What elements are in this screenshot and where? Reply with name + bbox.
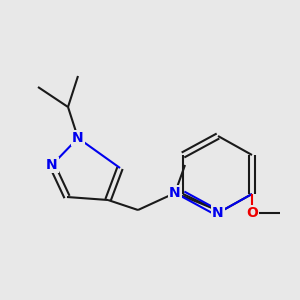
Text: N: N: [72, 131, 84, 145]
Text: O: O: [246, 206, 258, 220]
Text: N: N: [169, 186, 181, 200]
Text: N: N: [212, 206, 224, 220]
Text: N: N: [46, 158, 58, 172]
